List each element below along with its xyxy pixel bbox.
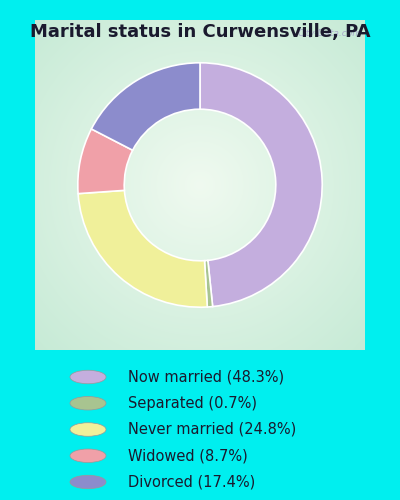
Circle shape xyxy=(70,449,106,462)
Text: Now married (48.3%): Now married (48.3%) xyxy=(128,370,284,384)
Wedge shape xyxy=(78,190,207,307)
Text: Widowed (8.7%): Widowed (8.7%) xyxy=(128,448,248,463)
Text: City-Data.com: City-Data.com xyxy=(297,28,361,38)
Text: Marital status in Curwensville, PA: Marital status in Curwensville, PA xyxy=(30,22,370,40)
Text: Divorced (17.4%): Divorced (17.4%) xyxy=(128,474,255,490)
Wedge shape xyxy=(91,63,200,150)
Circle shape xyxy=(70,475,106,489)
Wedge shape xyxy=(204,260,213,307)
Circle shape xyxy=(70,423,106,436)
Wedge shape xyxy=(200,63,322,306)
Text: Never married (24.8%): Never married (24.8%) xyxy=(128,422,296,437)
Circle shape xyxy=(70,370,106,384)
Circle shape xyxy=(70,396,106,410)
Wedge shape xyxy=(78,129,133,194)
Text: Separated (0.7%): Separated (0.7%) xyxy=(128,396,257,411)
